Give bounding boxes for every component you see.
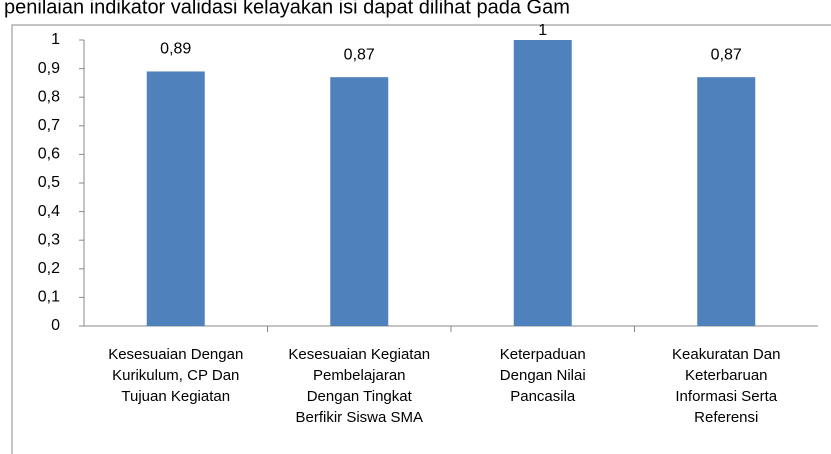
data-label: 1 [538, 22, 547, 39]
y-tick-label: 0,6 [38, 146, 60, 163]
x-tick-label: Kesesuaian Dengan Kurikulum, CP Dan Tuju… [108, 346, 244, 405]
caption: penilaian indikator validasi kelayakan i… [4, 0, 570, 18]
y-tick-label: 0,8 [38, 88, 60, 105]
x-tick-label: Kesesuaian Kegiatan Pembelajaran Dengan … [288, 346, 431, 426]
data-label: 0,89 [160, 41, 191, 58]
y-tick-label: 0,4 [38, 203, 60, 220]
x-tick-label: Keterpaduan Dengan Nilai Pancasila [499, 346, 586, 405]
y-tick-label: 0,7 [38, 117, 60, 134]
bar [513, 40, 572, 326]
y-tick-label: 0,5 [38, 174, 60, 191]
chart-border [11, 24, 831, 454]
bar [146, 71, 205, 327]
y-tick-label: 0,1 [38, 289, 60, 306]
y-tick-label: 0,2 [38, 260, 60, 277]
y-tick-label: 1 [51, 31, 60, 48]
bar [330, 77, 389, 327]
y-tick-label: 0 [51, 317, 60, 334]
y-tick-label: 0,3 [38, 231, 60, 248]
x-tick-label: Keakuratan Dan Keterbaruan Informasi Ser… [672, 346, 781, 426]
data-label: 0,87 [711, 46, 742, 63]
bar [697, 77, 756, 327]
y-tick-label: 0,9 [38, 60, 60, 77]
data-label: 0,87 [344, 46, 375, 63]
